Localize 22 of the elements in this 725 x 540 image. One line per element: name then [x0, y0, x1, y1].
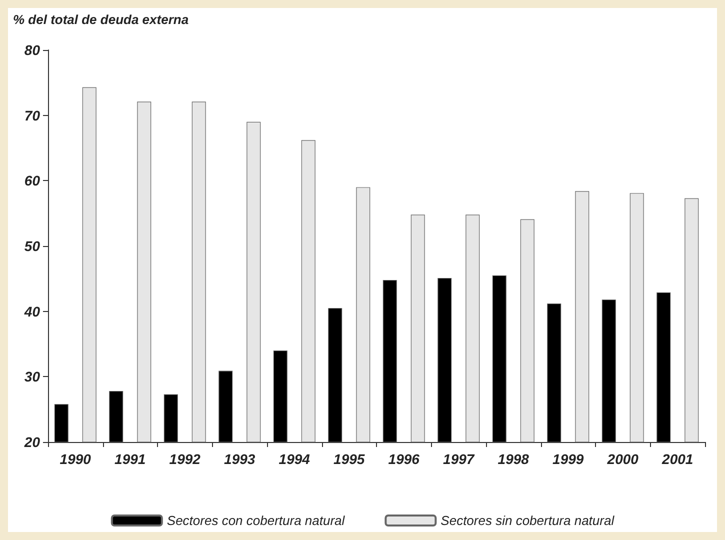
- x-tick-label: 1990: [60, 451, 92, 467]
- y-tick-label: 50: [24, 238, 40, 254]
- x-tick-label: 1996: [388, 451, 420, 467]
- x-tick-label: 1993: [224, 451, 256, 467]
- y-axis-title: % del total de deuda externa: [13, 12, 189, 27]
- y-tick-label: 30: [24, 368, 40, 385]
- x-tick-label: 1999: [552, 451, 584, 467]
- y-tick-label: 80: [24, 42, 40, 58]
- x-tick-label: 2001: [661, 451, 694, 467]
- y-tick-label: 70: [24, 107, 40, 124]
- y-tick-label: 60: [24, 172, 40, 189]
- legend-label: Sectores con cobertura natural: [166, 513, 346, 528]
- x-tick-label: 1995: [334, 451, 365, 467]
- x-tick-label: 1992: [169, 451, 201, 467]
- x-tick-label: 2000: [606, 451, 639, 467]
- y-tick-label: 40: [23, 303, 40, 320]
- y-tick-label: 20: [23, 434, 40, 450]
- x-tick-label: 1997: [443, 451, 476, 467]
- x-tick-label: 1991: [114, 451, 146, 467]
- x-tick-label: 1998: [498, 451, 530, 467]
- x-tick-label: 1994: [278, 451, 310, 467]
- legend-label: Sectores sin cobertura natural: [440, 513, 616, 528]
